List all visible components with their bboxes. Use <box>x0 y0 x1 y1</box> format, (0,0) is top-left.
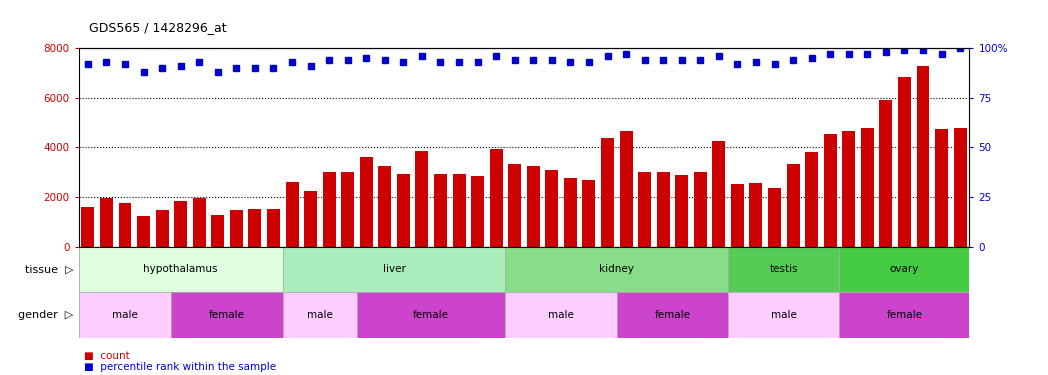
Bar <box>174 201 188 247</box>
Bar <box>824 135 836 247</box>
Bar <box>545 170 559 247</box>
Bar <box>79 247 283 292</box>
Bar <box>212 215 224 247</box>
Bar <box>638 172 651 247</box>
Bar <box>787 164 800 247</box>
Bar <box>898 77 911 247</box>
Text: male: male <box>307 310 333 320</box>
Bar <box>805 152 818 247</box>
Text: tissue  ▷: tissue ▷ <box>25 264 73 274</box>
Bar <box>505 247 728 292</box>
Bar <box>359 157 373 247</box>
Bar <box>248 209 261 247</box>
Bar <box>954 128 966 247</box>
Bar <box>137 216 150 247</box>
Bar <box>839 247 969 292</box>
Bar <box>397 174 410 247</box>
Bar <box>283 247 505 292</box>
Text: female: female <box>887 310 922 320</box>
Bar <box>285 182 299 247</box>
Text: ■  percentile rank within the sample: ■ percentile rank within the sample <box>84 362 276 372</box>
Bar <box>601 138 614 247</box>
Bar <box>564 178 576 247</box>
Text: kidney: kidney <box>599 264 634 274</box>
Bar <box>415 151 429 247</box>
Bar <box>267 209 280 247</box>
Text: testis: testis <box>769 264 799 274</box>
Bar <box>118 202 131 247</box>
Text: liver: liver <box>383 264 406 274</box>
Bar <box>472 176 484 247</box>
Bar <box>728 247 839 292</box>
Text: ovary: ovary <box>890 264 919 274</box>
Bar <box>172 292 283 338</box>
Bar <box>728 292 839 338</box>
Text: gender  ▷: gender ▷ <box>18 310 73 320</box>
Bar <box>583 180 595 247</box>
Bar <box>155 210 169 247</box>
Bar <box>489 149 503 247</box>
Bar <box>730 184 744 247</box>
Bar <box>193 198 205 247</box>
Bar <box>713 141 725 247</box>
Text: female: female <box>654 310 691 320</box>
Bar <box>230 210 243 247</box>
Bar <box>839 292 969 338</box>
Bar <box>508 164 521 247</box>
Bar <box>378 166 391 247</box>
Text: male: male <box>112 310 138 320</box>
Bar <box>749 183 763 247</box>
Bar <box>935 129 948 247</box>
Bar <box>617 292 728 338</box>
Bar <box>843 131 855 247</box>
Bar <box>323 172 335 247</box>
Bar <box>527 166 540 247</box>
Bar <box>879 100 893 247</box>
Bar <box>694 172 706 247</box>
Bar <box>283 292 357 338</box>
Bar <box>657 172 670 247</box>
Text: hypothalamus: hypothalamus <box>144 264 218 274</box>
Bar <box>79 292 172 338</box>
Bar <box>505 292 617 338</box>
Text: GDS565 / 1428296_at: GDS565 / 1428296_at <box>89 21 226 34</box>
Bar <box>768 188 781 247</box>
Text: male: male <box>548 310 574 320</box>
Bar <box>619 132 633 247</box>
Bar <box>675 175 689 247</box>
Bar <box>342 172 354 247</box>
Text: female: female <box>209 310 245 320</box>
Bar <box>100 198 113 247</box>
Bar <box>82 207 94 247</box>
Bar <box>860 128 874 247</box>
Bar <box>304 191 318 247</box>
Bar <box>453 174 465 247</box>
Text: male: male <box>771 310 796 320</box>
Text: female: female <box>413 310 450 320</box>
Bar <box>434 174 447 247</box>
Text: ■  count: ■ count <box>84 351 130 361</box>
Bar <box>357 292 505 338</box>
Bar <box>917 66 930 247</box>
